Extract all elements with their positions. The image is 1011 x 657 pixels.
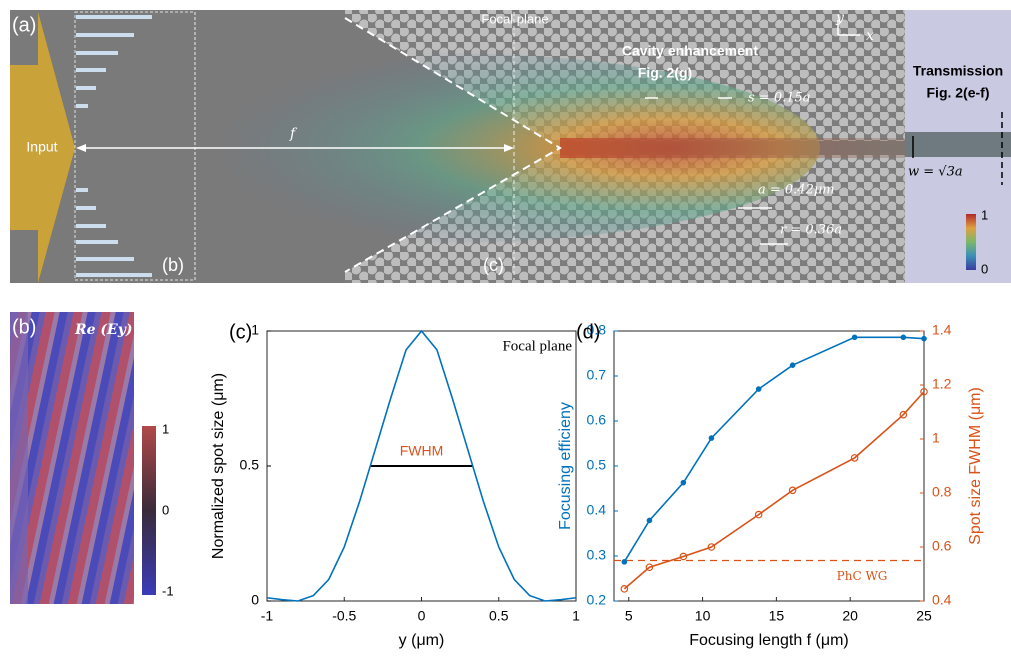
field-map <box>10 312 134 604</box>
field-edge <box>10 312 28 604</box>
transmission-ref: Fig. 2(e-f) <box>927 85 990 101</box>
shift-label: s = 0.15a <box>748 91 811 106</box>
x-tick-label: 0.5 <box>489 608 509 624</box>
y-tick-label: 0.5 <box>240 457 260 473</box>
y-tick-label: 0.4 <box>587 502 607 518</box>
colorbar-tick-label: 0 <box>981 261 988 276</box>
x-tick-label: 15 <box>769 608 785 624</box>
input-arrow <box>10 12 75 283</box>
data-point <box>920 387 928 396</box>
y2-tick-label: 0.6 <box>932 538 952 554</box>
data-point <box>621 559 628 565</box>
data-point <box>850 454 859 462</box>
x-tick-label: 1 <box>572 608 580 624</box>
data-point <box>645 563 654 572</box>
data-point <box>788 486 797 495</box>
y-tick-label: 0.7 <box>587 367 607 383</box>
y-tick-label: 0.3 <box>587 547 607 563</box>
plot-frame <box>613 330 925 602</box>
data-point <box>680 479 687 486</box>
output-waveguide <box>905 132 1011 157</box>
y2-tick-label: 1.4 <box>932 322 952 338</box>
y2-tick-label: 1.2 <box>932 376 952 392</box>
y2-axis-label: Spot size FWHM (μm) <box>967 387 984 545</box>
data-point <box>851 334 858 341</box>
lens-boundary <box>344 17 562 273</box>
data-point <box>789 362 796 369</box>
data-point <box>679 552 688 561</box>
y2-tick-label: 0.4 <box>932 592 952 608</box>
lattice-label: a = 0.42μm <box>758 183 835 198</box>
data-point <box>646 517 653 524</box>
y-tick-label: 0 <box>251 592 259 608</box>
reference-label: PhC WG <box>837 569 888 583</box>
data-point <box>620 585 629 593</box>
field-label: Re (Ey) <box>74 322 132 338</box>
arrow-head <box>504 144 514 152</box>
axis-x-label: x <box>866 28 874 44</box>
x-tick-label: 20 <box>842 608 858 624</box>
focal-plane-label: Focal plane <box>481 11 548 26</box>
transmission-label: Transmission <box>913 63 1003 79</box>
axis-y-label: y <box>835 10 845 26</box>
x-tick-label: -1 <box>261 608 274 624</box>
panel-label: (c) <box>229 321 252 343</box>
y-tick-label: 0.2 <box>587 592 607 608</box>
colorbar-tick-label: 0 <box>162 502 169 517</box>
y2-tick-label: 1 <box>932 430 940 446</box>
colorbar-tick-label: 1 <box>981 207 988 222</box>
cavity-label: Cavity enhancement <box>622 43 758 59</box>
colorbar <box>142 426 156 595</box>
x-tick-label: 10 <box>695 608 711 624</box>
y-tick-label: 0.6 <box>587 412 607 428</box>
panel-label: (b) <box>12 316 36 338</box>
y-axis-label: Normalized spot size (μm) <box>210 373 227 559</box>
series-line <box>623 391 925 590</box>
x-axis-label: Focusing length f (μm) <box>689 632 849 649</box>
data-point <box>708 435 715 441</box>
data-point <box>754 510 763 519</box>
guided-mode <box>560 138 905 158</box>
panel-label: (d) <box>576 321 600 343</box>
y-tick-label: 0.8 <box>587 322 607 338</box>
y2-tick-label: 0.8 <box>932 484 952 500</box>
grating-box <box>74 11 196 281</box>
x-axis-label: y (μm) <box>399 632 445 649</box>
x-tick-label: 0 <box>418 608 426 624</box>
data-point <box>921 335 927 342</box>
fwhm-label: FWHM <box>400 443 444 459</box>
series-line <box>266 329 577 602</box>
x-tick-label: 25 <box>916 608 932 624</box>
colorbar-tick-label: 1 <box>162 421 169 436</box>
colorbar-tick-label: -1 <box>162 583 174 598</box>
panel-a: (a) Input Focal plane f Cavity enhanceme… <box>10 10 1011 283</box>
sub-label-b: (b) <box>162 255 184 275</box>
y-axis-label: Focusing efficieny <box>557 402 574 530</box>
data-point <box>755 386 762 392</box>
grating <box>76 15 152 277</box>
x-tick-label: -0.5 <box>332 608 356 624</box>
data-point <box>707 543 716 551</box>
input-label: Input <box>26 139 57 155</box>
radius-label: r = 0.36a <box>780 223 842 238</box>
width-label: w = √3a <box>908 165 963 180</box>
y-tick-label: 0.5 <box>587 457 607 473</box>
f-label: f <box>289 126 298 142</box>
panel-label: (a) <box>12 14 36 36</box>
arrow-head <box>76 144 86 152</box>
sub-label-c: (c) <box>483 255 504 275</box>
x-tick-label: 5 <box>625 608 633 624</box>
note: Focal plane <box>502 338 572 354</box>
data-point <box>900 334 907 341</box>
colorbar <box>966 214 976 270</box>
panel-b: (b) Re (Ey) <box>10 312 156 604</box>
y-tick-label: 1 <box>251 322 259 338</box>
data-point <box>899 410 908 419</box>
cavity-ref: Fig. 2(g) <box>638 65 692 81</box>
